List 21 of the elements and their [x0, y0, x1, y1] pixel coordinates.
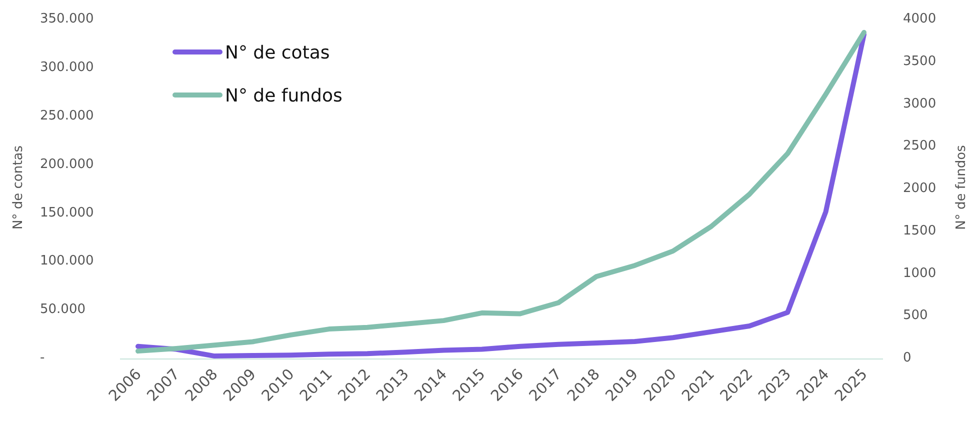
y2-tick-label: 1500 — [903, 223, 936, 238]
y-tick-label: 100.000 — [40, 254, 94, 269]
y-tick-label: 350.000 — [40, 12, 94, 27]
legend-label: N° de fundos — [225, 85, 342, 106]
y-tick-label: 150.000 — [40, 205, 94, 220]
y-tick-label: 200.000 — [40, 156, 94, 172]
y2-tick-label: 2000 — [903, 181, 936, 196]
y2-axis-title: N° de fundos — [954, 144, 968, 230]
y2-tick-label: 4000 — [903, 12, 936, 27]
y-tick-label: 50.000 — [40, 302, 86, 318]
y2-tick-label: 2500 — [903, 138, 936, 154]
y-tick-label: 250.000 — [40, 108, 94, 124]
y2-tick-label: 1000 — [903, 266, 936, 281]
y2-tick-label: 500 — [903, 308, 928, 324]
y2-tick-label: 3500 — [903, 54, 936, 69]
y-tick-label: 300.000 — [40, 60, 94, 75]
legend-label: N° de cotas — [225, 42, 330, 64]
y-tick-label: - — [40, 350, 45, 366]
y-axis-title: N° de contas — [11, 145, 26, 230]
y2-tick-label: 0 — [903, 350, 912, 366]
y2-tick-label: 3000 — [903, 96, 936, 112]
